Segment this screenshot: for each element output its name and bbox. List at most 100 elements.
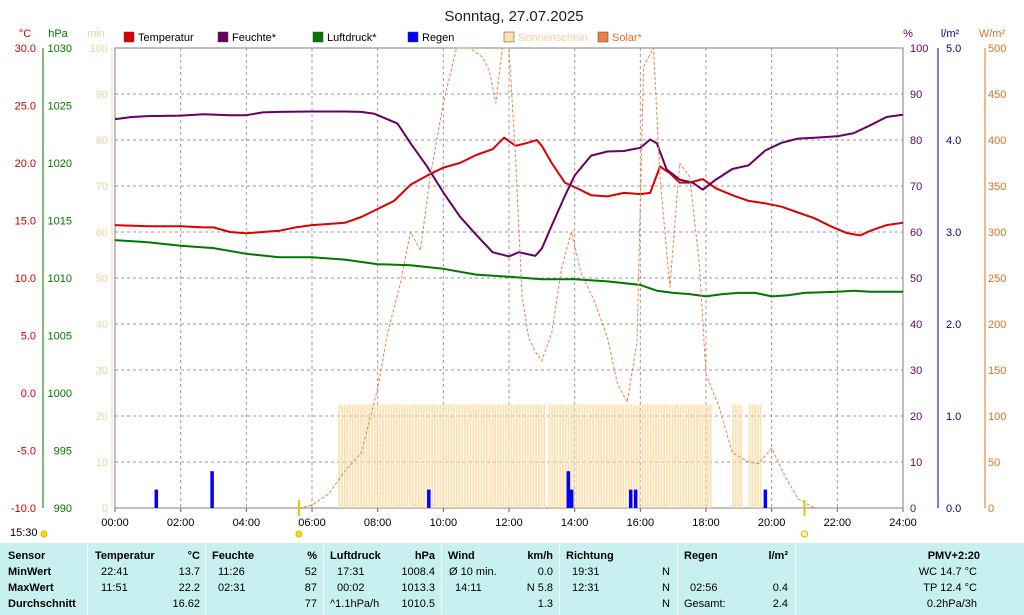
solar-tick-label: 200 [988,319,1006,331]
sunshine-bar [368,404,371,508]
sunshine-bar [502,404,505,508]
minutes-tick-label: 0 [102,503,108,515]
sunshine-bar [605,404,608,508]
sunshine-bar [382,404,384,508]
sunshine-bar [619,404,622,508]
header-dir: Richtung [566,550,614,562]
rain-bar [628,489,633,508]
rain-total-label: Gesamt: [684,598,726,610]
solar-tick-label: 100 [988,411,1006,423]
humidity-tick-label: 40 [910,319,922,331]
rain-bar [763,489,768,508]
max-dir-value: N [662,582,670,594]
sunshine-bar [633,404,635,508]
legend: Temperatur Feuchte* Luftdruck* Regen Sonnens… [123,31,643,44]
solar-tick-label: 250 [988,273,1006,285]
temp-unit: °C [19,28,31,40]
sunshine-bar [603,404,605,508]
sunshine-bar [655,404,657,508]
sunshine-bar [390,404,392,508]
series-group [40,47,904,538]
temp-tick-label: 0.0 [21,388,36,400]
weather-chart: Sonntag, 27.07.2025 Temperatur Feuchte* Lu… [11,8,1006,538]
time-marker-icon [40,530,48,538]
sunshine-bar [698,404,701,508]
sunshine-bar [373,404,376,508]
sunshine-bar [644,404,646,508]
humidity-tick-label: 100 [910,43,928,55]
sunshine-segment [338,404,546,508]
sunshine-bar [499,404,502,508]
humidity-tick-label: 20 [910,411,922,423]
sunshine-bar [543,404,546,508]
rain-bar [210,471,214,508]
min-temp-time: 22:41 [101,566,129,578]
temp-tick-label: 10.0 [15,273,36,285]
sunshine-bar [704,404,707,508]
sunshine-bar [486,404,488,508]
sunshine-bar [709,404,712,508]
max-temp-time: 11:51 [101,582,128,594]
minutes-tick-label: 80 [96,135,108,147]
sunshine-bar [423,404,425,508]
sunshine-bar [461,404,464,508]
sunshine-bar [679,404,682,508]
sunshine-bar [614,404,616,508]
sunshine-bar [436,404,439,508]
sunshine-bar [532,404,535,508]
sunshine-bar [754,404,756,508]
x-tick-label: 02:00 [167,517,195,529]
sunshine-bar [417,404,420,508]
sunshine-bar [354,404,357,508]
header-press-unit: hPa [414,550,435,562]
header-sensor: Sensor [8,550,46,562]
header-temp: Temperatur [95,550,155,562]
minutes-tick-label: 20 [96,411,108,423]
solar-tick-label: 50 [988,457,1000,469]
legend-item: Feuchte* [217,31,277,44]
sunshine-segment [748,404,762,508]
temp-tick-label: -10.0 [11,503,36,515]
sunshine-bar [627,404,630,508]
sunshine-bar [641,404,644,508]
sunshine-bar [671,404,674,508]
header-rain: Regen [684,550,718,562]
humidity-tick-label: 60 [910,227,922,239]
current-time-label: 15:30 [10,527,38,539]
header-rain-unit: l/m² [768,550,788,562]
sunshine-bar [491,404,494,508]
max-rain-value: 0.4 [772,582,788,594]
temp-tick-label: 20.0 [15,158,36,170]
avg-temp-value: 16.62 [172,598,200,610]
sunshine-bar [646,404,649,508]
sunshine-bar [392,404,395,508]
pressure-tick-label: 1020 [48,158,72,170]
legend-item: Solar* [597,31,643,44]
legend-item: Sonnenschein [503,31,588,44]
temp-tick-label: 30.0 [15,43,36,55]
solar-tick-label: 400 [988,135,1006,147]
x-tick-label: 00:00 [101,517,129,529]
sunshine-bar [401,404,403,508]
header-wind-unit: km/h [527,550,553,562]
sunshine-bar [748,404,751,508]
sunshine-bar [638,404,641,508]
rain-bar [154,489,159,508]
sunshine-segment [548,404,712,508]
sunshine-bar [630,404,633,508]
rain-unit: l/m² [941,28,960,40]
humidity-tick-label: 10 [910,457,922,469]
sunshine-bar [578,404,581,508]
legend-swatch [312,31,324,43]
sunshine-bar [494,404,496,508]
x-tick-label: 22:00 [824,517,852,529]
sunshine-bar [455,404,458,508]
legend-label: Luftdruck* [327,32,377,44]
min-hum-value: 52 [304,566,317,578]
sunshine-bar [450,404,453,508]
sunshine-bar [611,404,614,508]
pressure-tick-label: 990 [54,503,72,515]
sunshine-bar [559,404,562,508]
pressure-tick-label: 1005 [48,331,72,343]
temp-tick-label: 25.0 [15,101,36,113]
